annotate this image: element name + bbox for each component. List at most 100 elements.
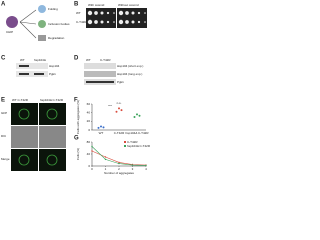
cell — [46, 154, 58, 166]
spot — [94, 11, 98, 15]
x-axis-label: Number of aggregates — [104, 171, 134, 175]
y-tick-label: 0 — [88, 128, 90, 132]
micrograph — [11, 103, 38, 125]
label: Without cosmid — [118, 3, 139, 7]
point — [118, 162, 120, 165]
spot — [118, 10, 124, 16]
label: WT — [86, 58, 91, 62]
label: WT — [20, 58, 25, 62]
band — [86, 81, 114, 83]
label: Hsp104 (short exp.) — [117, 64, 143, 68]
point — [138, 114, 141, 117]
legend-swatch — [124, 145, 126, 147]
spot — [106, 20, 110, 24]
spot — [100, 20, 104, 24]
point — [131, 164, 134, 166]
x-tick-label: C-T42R — [114, 131, 125, 135]
point — [118, 161, 120, 164]
panel-label: C — [1, 56, 6, 62]
point — [115, 110, 118, 113]
label: Pgk1 — [49, 72, 56, 76]
spot — [131, 20, 135, 24]
spot — [131, 11, 135, 15]
spot — [87, 19, 93, 25]
point — [118, 107, 120, 110]
figure: A CHIP Folding Inclusion bodies Degradat… — [1, 2, 150, 175]
spot — [144, 12, 146, 14]
spot — [125, 11, 129, 15]
point — [136, 113, 138, 116]
panel-label: E — [1, 98, 5, 104]
spot — [87, 10, 93, 16]
spot — [137, 20, 141, 24]
label: GFP — [1, 111, 7, 115]
blot — [84, 71, 116, 77]
label: Hsp104 — [49, 64, 60, 68]
spot — [118, 19, 124, 25]
blot — [84, 63, 116, 69]
micrograph — [11, 149, 38, 171]
x-tick-label: 4 — [145, 167, 147, 171]
blot — [16, 71, 48, 77]
spot — [100, 11, 104, 15]
micrograph — [39, 149, 66, 171]
band — [19, 73, 29, 75]
chip-icon — [6, 16, 18, 28]
legend-label: C-T42R — [127, 140, 138, 144]
label: DIC — [1, 134, 7, 138]
y-tick-label: 0 — [88, 164, 90, 168]
label: hsp104Δ — [34, 58, 46, 62]
legend-label: hsp104Δ C-T42R — [127, 144, 150, 148]
spot — [106, 11, 110, 15]
arrows — [19, 9, 37, 39]
y-tick-label: 20 — [87, 119, 91, 123]
axis — [91, 104, 146, 131]
label: Hsp104 (long exp.) — [117, 72, 142, 76]
cell — [18, 108, 30, 120]
icon — [38, 20, 46, 28]
panel-label: D — [74, 56, 79, 62]
label: CHIP — [6, 30, 13, 34]
label: Inclusion bodies — [48, 22, 70, 26]
axis — [91, 142, 146, 167]
x-tick-label: 3 — [132, 167, 134, 171]
point — [145, 164, 147, 167]
spot — [144, 21, 146, 23]
point — [102, 126, 105, 129]
point — [97, 126, 100, 129]
y-tick-label: 40 — [87, 152, 91, 156]
x-tick-label: 2 — [118, 167, 120, 171]
spot — [113, 12, 115, 14]
micrograph — [39, 126, 66, 148]
point — [104, 156, 107, 158]
label: Pgk1 — [117, 80, 124, 84]
point — [91, 150, 93, 152]
icon — [38, 35, 46, 41]
label: WT — [76, 11, 81, 15]
label: Degradation — [48, 36, 65, 40]
label: C-T42R — [76, 20, 87, 24]
micrograph — [39, 103, 66, 125]
label: Folding — [48, 7, 58, 11]
cell — [46, 108, 58, 120]
point — [133, 116, 136, 118]
label: With cosmid — [88, 3, 105, 7]
point — [104, 158, 107, 161]
panel-label: G — [74, 136, 79, 142]
x-tick-label: hsp104Δ C-T42R — [125, 131, 149, 135]
label: WT C-T42R — [12, 98, 29, 102]
band — [19, 65, 29, 67]
y-tick-label: 40 — [87, 110, 91, 114]
spot — [125, 20, 129, 24]
spot — [137, 11, 141, 15]
label: C-T42R — [100, 58, 111, 62]
x-tick-label: 0 — [91, 167, 93, 171]
point — [91, 145, 93, 148]
label: hsp104Δ C-T42R — [40, 98, 64, 102]
point — [100, 125, 102, 128]
micrograph — [11, 126, 38, 148]
x-tick-label: WT — [99, 131, 104, 135]
spot — [94, 20, 98, 24]
panel-label: F — [74, 98, 78, 104]
annotation: *** — [108, 104, 112, 108]
